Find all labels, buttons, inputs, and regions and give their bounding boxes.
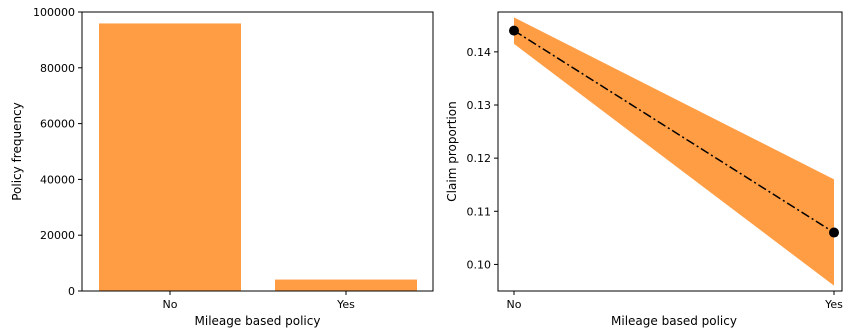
bar-yes [275, 279, 417, 291]
x-axis-label-right: Mileage based policy [611, 314, 737, 328]
line-chart-panel: 0.10 0.11 0.12 0.13 0.14 No Yes Mileage based… [445, 11, 843, 328]
y-tick-label: 0.10 [467, 258, 492, 271]
y-tick-label: 80000 [40, 62, 75, 75]
point-yes [829, 227, 839, 238]
x-tick-label: No [163, 298, 178, 311]
point-markers [509, 25, 839, 238]
y-axis-label-left: Policy frequency [10, 102, 24, 201]
plot-frame-left [81, 11, 434, 292]
x-axis-ticks-left: No Yes [163, 291, 355, 311]
confidence-band [514, 17, 834, 286]
y-tick-label: 0.11 [467, 205, 492, 218]
y-tick-label: 60000 [40, 118, 75, 131]
mean-line [513, 29, 835, 234]
y-tick-label: 40000 [40, 173, 75, 186]
bar-no [99, 23, 241, 292]
y-tick-label: 20000 [40, 229, 75, 242]
x-tick-label: Yes [336, 298, 355, 311]
x-axis-ticks-right: No Yes [507, 291, 843, 311]
y-axis-label-right: Claim proportion [445, 101, 459, 201]
x-axis-label-left: Mileage based policy [195, 314, 321, 328]
plot-frame-right [497, 11, 843, 292]
point-no [509, 25, 519, 36]
y-tick-label: 0.13 [467, 99, 492, 112]
x-tick-label: No [507, 298, 522, 311]
y-axis-ticks-right: 0.10 0.11 0.12 0.13 0.14 [467, 46, 498, 271]
y-tick-label: 0 [68, 285, 75, 298]
y-tick-label: 0.14 [467, 46, 492, 59]
y-axis-ticks-left: 0 20000 40000 60000 80000 100000 [33, 6, 82, 298]
y-tick-label: 0.12 [467, 152, 492, 165]
y-tick-label: 100000 [33, 6, 75, 19]
x-tick-label: Yes [824, 298, 843, 311]
bar-series [99, 23, 417, 292]
bar-chart-panel: 0 20000 40000 60000 80000 100000 No Yes Mileag… [10, 6, 434, 328]
